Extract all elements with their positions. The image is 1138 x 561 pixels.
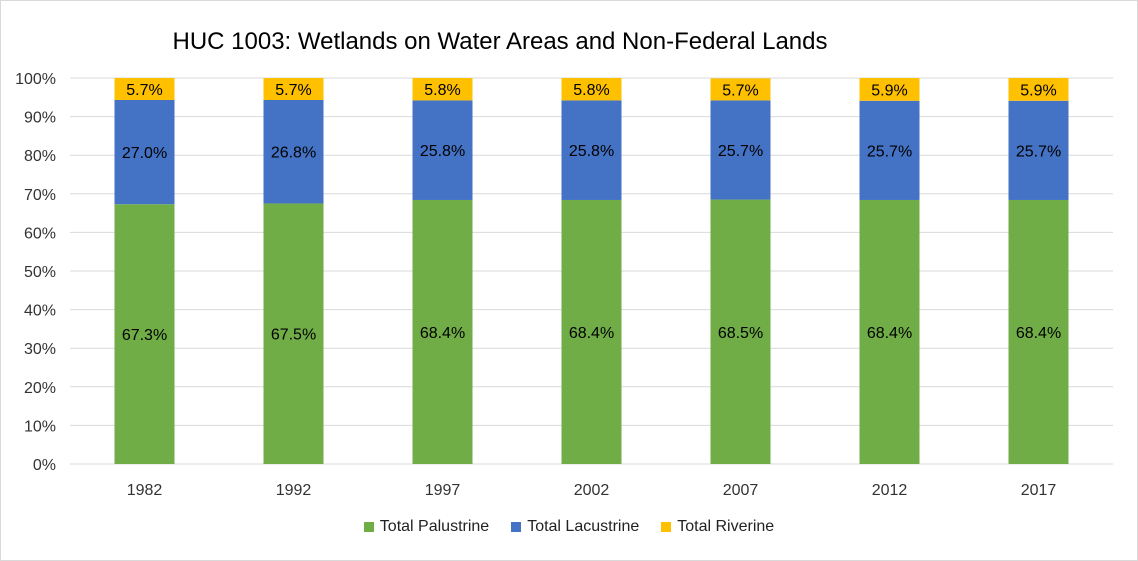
y-tick-label: 60%: [24, 225, 56, 242]
y-tick-label: 70%: [24, 187, 56, 204]
data-label: 26.8%: [271, 145, 316, 162]
data-label: 67.5%: [271, 327, 316, 344]
x-tick-label: 1992: [276, 482, 312, 499]
bar-segment: [114, 204, 175, 465]
legend-item-palustrine: Total Palustrine: [363, 518, 490, 536]
y-tick-label: 90%: [24, 110, 56, 127]
y-tick-label: 10%: [24, 418, 56, 435]
bar-segment: [263, 78, 324, 101]
bar-segment: [1008, 78, 1069, 101]
bar-segment: [561, 199, 622, 464]
bar-segment: [412, 100, 473, 200]
legend-swatch-riverine: [661, 522, 672, 532]
bar-segment: [1008, 100, 1069, 200]
bar-segment: [859, 78, 920, 101]
x-tick-label: 1982: [127, 482, 163, 499]
data-label: 68.4%: [420, 325, 465, 342]
bar-segment: [263, 100, 324, 204]
data-label: 25.8%: [420, 143, 465, 160]
bar-segment: [263, 203, 324, 464]
data-label: 5.8%: [573, 82, 609, 99]
x-tick-label: 1997: [425, 482, 461, 499]
data-label: 25.7%: [867, 143, 912, 160]
y-tick-label: 20%: [24, 380, 56, 397]
x-tick-label: 2002: [574, 482, 610, 499]
data-label: 68.4%: [867, 325, 912, 342]
bar-segment: [710, 199, 771, 464]
bar-segment: [412, 78, 473, 101]
data-label: 67.3%: [122, 327, 167, 344]
x-tick-label: 2017: [1021, 482, 1057, 499]
data-label: 25.7%: [718, 143, 763, 160]
chart-title: HUC 1003: Wetlands on Water Areas and No…: [172, 28, 828, 55]
data-label: 25.7%: [1016, 143, 1061, 160]
chart-legend: Total Palustrine Total Lacustrine Total …: [0, 518, 1138, 536]
bar-segment: [710, 78, 771, 101]
bar-segment: [859, 199, 920, 464]
y-tick-label: 50%: [24, 264, 56, 281]
bar-segment: [114, 100, 175, 205]
data-label: 5.7%: [275, 82, 311, 99]
data-label: 5.9%: [1020, 82, 1056, 99]
bar-segment: [859, 100, 920, 200]
legend-swatch-lacustrine: [511, 522, 522, 532]
y-tick-label: 80%: [24, 148, 56, 165]
data-label: 5.7%: [722, 82, 758, 99]
legend-label-lacustrine: Total Lacustrine: [527, 518, 640, 535]
legend-item-riverine: Total Riverine: [661, 518, 774, 536]
data-label: 68.5%: [718, 325, 763, 342]
legend-label-palustrine: Total Palustrine: [379, 518, 490, 535]
y-tick-label: 30%: [24, 341, 56, 358]
data-label: 5.7%: [126, 82, 162, 99]
x-tick-label: 2007: [723, 482, 759, 499]
legend-label-riverine: Total Riverine: [677, 518, 775, 535]
data-label: 5.9%: [871, 82, 907, 99]
data-label: 68.4%: [1016, 325, 1061, 342]
bar-segment: [412, 199, 473, 464]
bar-segment: [710, 100, 771, 200]
legend-swatch-palustrine: [363, 522, 374, 532]
bar-segment: [561, 78, 622, 101]
data-label: 25.8%: [569, 143, 614, 160]
bar-segment: [1008, 199, 1069, 464]
y-tick-label: 0%: [33, 457, 56, 474]
bar-segment: [114, 78, 175, 101]
bar-segment: [561, 100, 622, 200]
data-label: 68.4%: [569, 325, 614, 342]
legend-item-lacustrine: Total Lacustrine: [511, 518, 639, 536]
y-tick-label: 40%: [24, 303, 56, 320]
data-label: 5.8%: [424, 82, 460, 99]
x-tick-label: 2012: [872, 482, 908, 499]
y-tick-label: 100%: [15, 71, 56, 88]
data-label: 27.0%: [122, 145, 167, 162]
